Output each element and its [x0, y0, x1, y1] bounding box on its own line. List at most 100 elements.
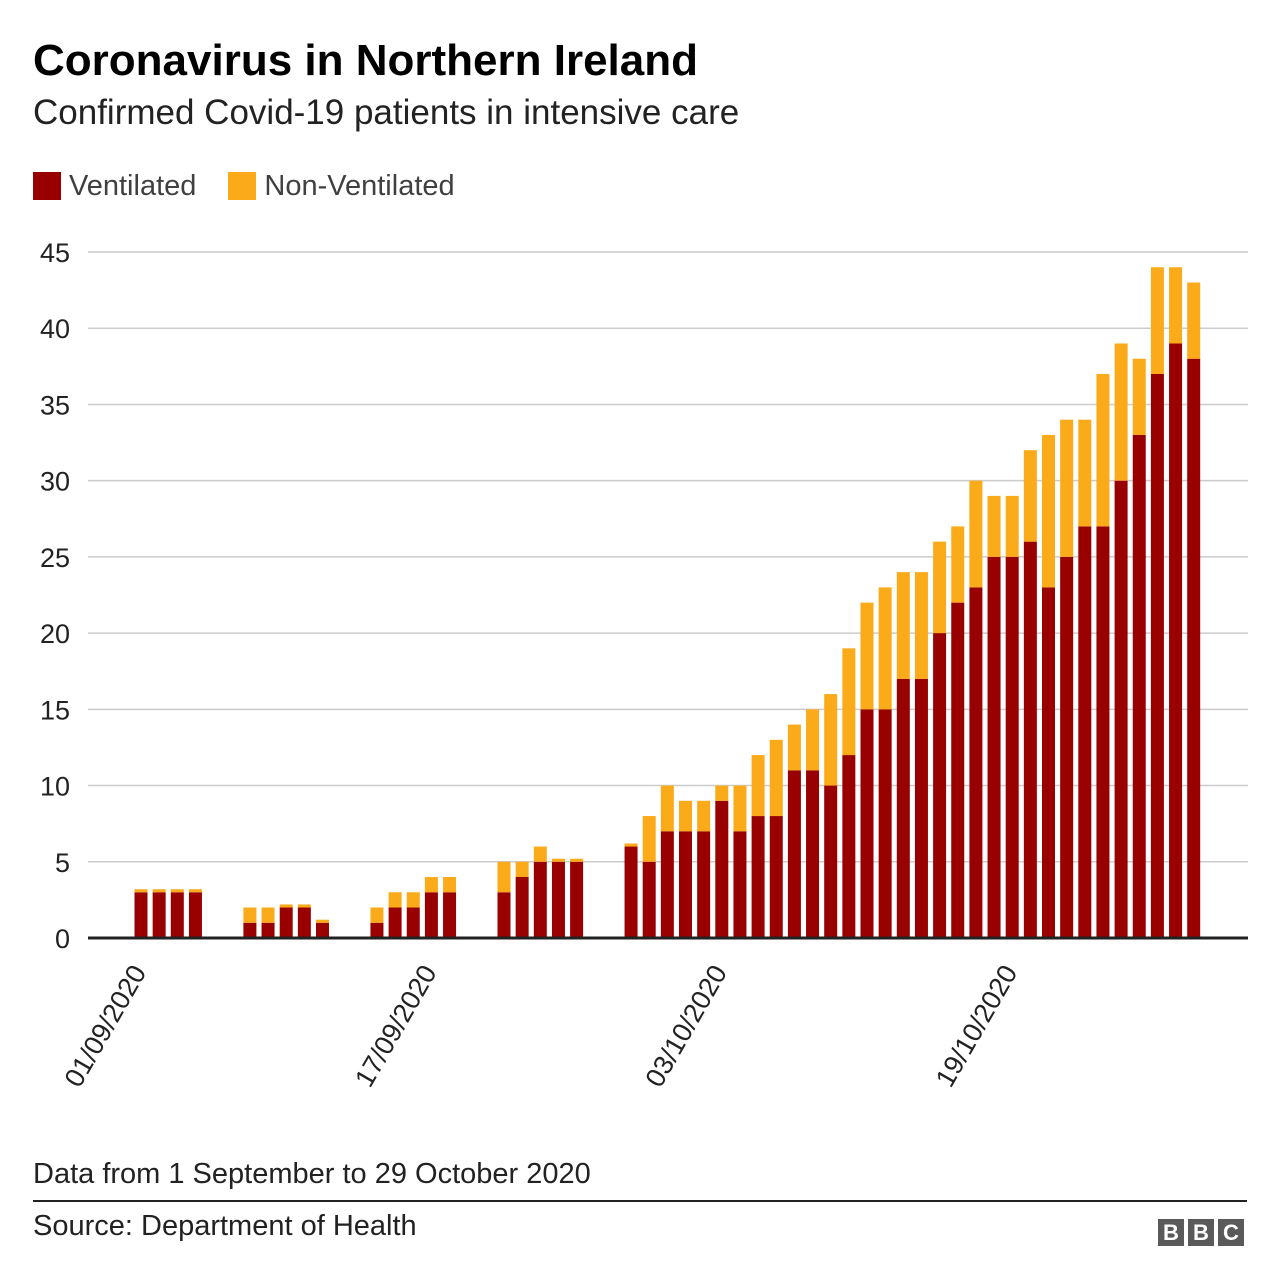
- bar-ventilated: [697, 831, 711, 938]
- bar-non-ventilated: [951, 526, 965, 603]
- bar-ventilated: [370, 922, 384, 938]
- y-tick-label: 45: [40, 238, 70, 268]
- bar-non-ventilated: [896, 572, 910, 679]
- bar-ventilated: [497, 892, 511, 938]
- bar-non-ventilated: [370, 907, 384, 923]
- bar-ventilated: [824, 785, 838, 938]
- legend-item-ventilated: Ventilated: [33, 170, 196, 203]
- bar-ventilated: [860, 709, 874, 938]
- bar-ventilated: [878, 709, 892, 938]
- bar-ventilated: [570, 861, 584, 938]
- bar-ventilated: [188, 892, 202, 938]
- bar-non-ventilated: [316, 919, 329, 923]
- bar-non-ventilated: [751, 755, 765, 817]
- bar-ventilated: [134, 892, 148, 938]
- bar-non-ventilated: [987, 495, 1001, 557]
- bar-non-ventilated: [279, 904, 293, 908]
- bar-non-ventilated: [642, 816, 656, 862]
- bar-non-ventilated: [660, 785, 674, 832]
- bar-ventilated: [951, 602, 965, 938]
- bar-non-ventilated: [933, 541, 947, 634]
- x-tick-label: 19/10/2020: [930, 960, 1024, 1092]
- bar-non-ventilated: [1169, 267, 1183, 344]
- bar-non-ventilated: [152, 889, 166, 893]
- bar-ventilated: [1005, 556, 1019, 938]
- bar-ventilated: [1078, 526, 1092, 938]
- bar-non-ventilated: [551, 858, 565, 862]
- y-tick-label: 5: [55, 848, 70, 878]
- bar-ventilated: [261, 922, 275, 938]
- bar-ventilated: [1042, 587, 1055, 938]
- bar-non-ventilated: [188, 889, 202, 893]
- bar-ventilated: [914, 678, 928, 938]
- bar-ventilated: [316, 922, 329, 938]
- bar-ventilated: [1114, 480, 1128, 938]
- stacked-bar-chart: 0 5 10 15 20 25 30 35 40 45 01/09/2020 17/09/2020 03…: [40, 238, 1248, 1092]
- bar-ventilated: [715, 800, 729, 938]
- bar-ventilated: [769, 816, 783, 938]
- bar-ventilated: [896, 678, 910, 938]
- x-tick-label: 03/10/2020: [639, 960, 733, 1092]
- bar-ventilated: [969, 587, 983, 938]
- chart-subtitle: Confirmed Covid-19 patients in intensive…: [33, 93, 740, 132]
- bar-ventilated: [1169, 343, 1183, 938]
- bar-non-ventilated: [406, 892, 420, 908]
- bar-non-ventilated: [1042, 434, 1055, 588]
- y-tick-label: 35: [40, 390, 70, 420]
- legend: Ventilated Non-Ventilated: [33, 168, 487, 204]
- bar-ventilated: [1023, 541, 1037, 938]
- bar-non-ventilated: [715, 785, 729, 801]
- bar-non-ventilated: [1150, 267, 1164, 374]
- bar-ventilated: [243, 922, 257, 938]
- bar-non-ventilated: [842, 648, 856, 756]
- y-tick-label: 25: [40, 543, 70, 573]
- bar-non-ventilated: [297, 904, 311, 908]
- bar-non-ventilated: [1060, 419, 1074, 557]
- bar-non-ventilated: [1187, 282, 1201, 359]
- bar-ventilated: [642, 861, 656, 938]
- bar-ventilated: [424, 892, 438, 938]
- bar-ventilated: [297, 907, 311, 938]
- bar-ventilated: [660, 831, 674, 938]
- bar-non-ventilated: [1005, 495, 1019, 557]
- logo-letter: B: [1188, 1219, 1214, 1246]
- bar-ventilated: [406, 907, 420, 938]
- bar-ventilated: [170, 892, 184, 938]
- bar-ventilated: [751, 816, 765, 938]
- bar-non-ventilated: [443, 877, 457, 893]
- x-tick-label: 17/09/2020: [349, 960, 443, 1092]
- legend-label-ventilated: Ventilated: [69, 169, 197, 202]
- bar-ventilated: [152, 892, 166, 938]
- logo-letter: C: [1218, 1219, 1244, 1246]
- y-tick-label: 15: [40, 695, 70, 725]
- bar-non-ventilated: [1078, 419, 1092, 527]
- data-range-note: Data from 1 September to 29 October 2020: [33, 1158, 591, 1190]
- bar-ventilated: [515, 877, 529, 938]
- chart-title: Coronavirus in Northern Ireland: [33, 36, 698, 85]
- bar-ventilated: [787, 770, 801, 938]
- bar-ventilated: [551, 861, 565, 938]
- bar-non-ventilated: [497, 861, 511, 893]
- y-tick-label: 30: [40, 467, 70, 497]
- bar-ventilated: [806, 770, 820, 938]
- bar-non-ventilated: [1114, 343, 1128, 481]
- bar-non-ventilated: [570, 858, 584, 862]
- bar-ventilated: [679, 831, 692, 938]
- y-tick-label: 40: [40, 314, 70, 344]
- legend-item-non-ventilated: Non-Ventilated: [228, 170, 455, 203]
- y-tick-label: 0: [55, 924, 70, 954]
- bar-non-ventilated: [914, 572, 928, 679]
- bar-non-ventilated: [388, 892, 402, 908]
- bar-non-ventilated: [878, 587, 892, 710]
- bar-non-ventilated: [697, 800, 711, 832]
- bar-ventilated: [388, 907, 402, 938]
- legend-swatch-non-ventilated: [228, 172, 257, 200]
- bar-non-ventilated: [824, 694, 838, 786]
- bar-non-ventilated: [806, 709, 820, 771]
- bar-ventilated: [1060, 556, 1074, 938]
- bar-non-ventilated: [424, 877, 438, 893]
- bar-non-ventilated: [769, 739, 783, 817]
- bar-ventilated: [279, 907, 293, 938]
- logo-letter: B: [1158, 1219, 1184, 1246]
- bar-non-ventilated: [624, 843, 638, 847]
